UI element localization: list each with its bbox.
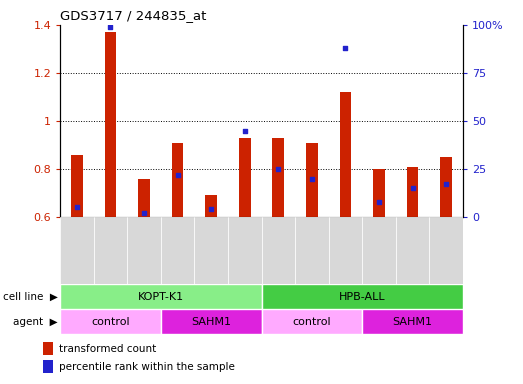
Point — [174, 172, 182, 178]
Bar — [306, 142, 317, 217]
Bar — [373, 169, 385, 217]
Point — [308, 175, 316, 182]
Bar — [262, 309, 362, 334]
Text: GDS3717 / 244835_at: GDS3717 / 244835_at — [60, 9, 207, 22]
Bar — [161, 309, 262, 334]
Bar — [396, 217, 429, 284]
Bar — [262, 217, 295, 284]
Text: SAHM1: SAHM1 — [393, 316, 433, 327]
Bar — [71, 154, 83, 217]
Bar — [228, 217, 262, 284]
Text: control: control — [91, 316, 130, 327]
Bar — [105, 32, 116, 217]
Bar — [161, 217, 195, 284]
Bar — [195, 217, 228, 284]
Bar — [328, 217, 362, 284]
Bar — [272, 138, 284, 217]
Text: HPB-ALL: HPB-ALL — [339, 291, 385, 302]
Bar — [60, 309, 161, 334]
Bar — [60, 217, 94, 284]
Text: percentile rank within the sample: percentile rank within the sample — [59, 362, 235, 372]
Bar — [407, 167, 418, 217]
Point — [140, 210, 148, 216]
Text: agent  ▶: agent ▶ — [13, 316, 58, 327]
Text: SAHM1: SAHM1 — [191, 316, 231, 327]
Bar — [42, 342, 53, 355]
Bar — [138, 179, 150, 217]
Bar — [172, 142, 184, 217]
Point — [207, 206, 215, 212]
Bar — [60, 284, 262, 309]
Point — [241, 127, 249, 134]
Bar — [206, 195, 217, 217]
Bar — [262, 284, 463, 309]
Point — [408, 185, 417, 191]
Bar — [42, 360, 53, 373]
Bar — [429, 217, 463, 284]
Bar — [94, 217, 127, 284]
Point — [375, 199, 383, 205]
Text: control: control — [292, 316, 331, 327]
Point — [442, 181, 450, 187]
Bar — [440, 157, 452, 217]
Bar — [127, 217, 161, 284]
Bar — [362, 217, 396, 284]
Point — [274, 166, 282, 172]
Point — [73, 204, 81, 210]
Bar — [295, 217, 328, 284]
Bar — [339, 92, 351, 217]
Bar — [362, 309, 463, 334]
Point — [106, 24, 115, 30]
Bar — [239, 138, 251, 217]
Text: transformed count: transformed count — [59, 344, 156, 354]
Text: KOPT-K1: KOPT-K1 — [138, 291, 184, 302]
Text: cell line  ▶: cell line ▶ — [3, 291, 58, 302]
Point — [341, 45, 349, 51]
